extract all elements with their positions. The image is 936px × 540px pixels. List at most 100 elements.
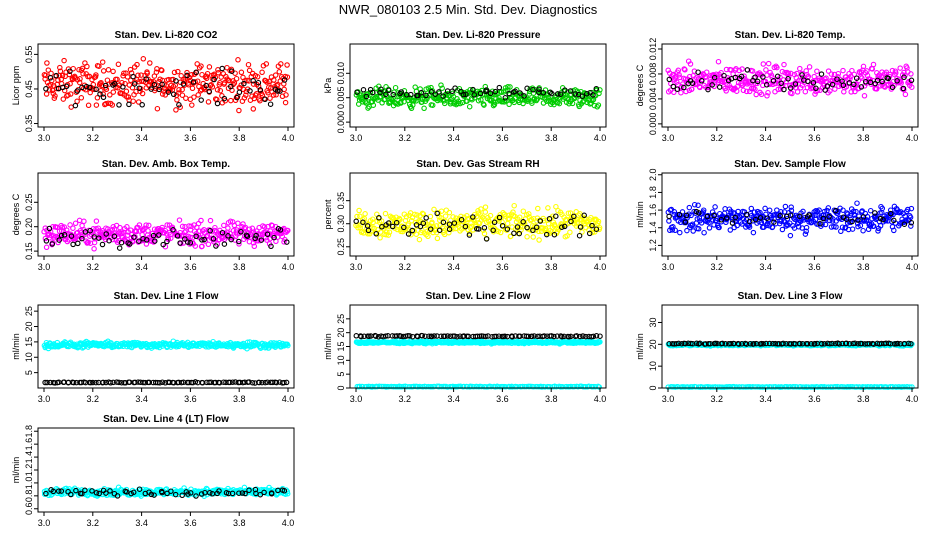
data-point [118, 239, 125, 246]
data-point [701, 229, 707, 236]
data-point [505, 84, 511, 90]
data-point [70, 225, 76, 231]
data-point [509, 334, 515, 340]
data-point [487, 212, 494, 219]
data-point [779, 226, 786, 233]
data-point [82, 231, 89, 237]
data-point [417, 223, 424, 230]
data-point [136, 486, 143, 492]
data-point [229, 490, 236, 497]
data-point [367, 89, 374, 96]
data-point [68, 233, 75, 239]
data-point [43, 86, 49, 92]
data-point [796, 224, 802, 230]
data-point [252, 486, 259, 493]
y-tick-label: 0.55 [24, 46, 34, 64]
data-point [167, 231, 174, 238]
data-point [852, 88, 858, 95]
data-point [787, 82, 793, 89]
data-point [509, 384, 515, 390]
data-point [427, 87, 433, 94]
data-point [373, 333, 379, 339]
y-axis-label: ml/min [323, 333, 333, 360]
data-point [139, 90, 146, 97]
x-tick-label: 3.0 [38, 394, 51, 404]
data-point [150, 232, 157, 239]
data-point [719, 340, 726, 347]
data-point [217, 379, 223, 386]
data-point [525, 333, 532, 340]
data-point [236, 107, 242, 114]
data-point [252, 235, 258, 242]
data-point [438, 215, 444, 221]
data-point [894, 340, 901, 347]
data-point [198, 63, 204, 69]
x-tick-label: 3.6 [808, 133, 821, 143]
data-point [908, 223, 914, 229]
data-point [72, 102, 79, 109]
data-point [779, 384, 785, 390]
data-point [57, 68, 64, 74]
data-point [428, 333, 435, 340]
data-point [780, 340, 786, 347]
data-point [860, 63, 867, 70]
data-point [238, 82, 244, 88]
plot-frame [349, 172, 607, 257]
data-point [764, 215, 770, 221]
data-point [179, 492, 185, 499]
data-point [205, 99, 212, 105]
data-point [241, 95, 248, 101]
data-point [211, 76, 217, 83]
data-point [236, 89, 243, 96]
data-point [147, 60, 153, 66]
data-point [269, 222, 276, 229]
panel-5: Stan. Dev. Gas Stream RH3.0 3.2 3.4 3.6 3.8 4… [323, 159, 607, 272]
data-point [840, 207, 846, 213]
points [353, 332, 603, 390]
data-point [863, 217, 870, 223]
data-point [810, 212, 816, 218]
data-point [597, 339, 603, 345]
data-point [706, 219, 712, 226]
data-point [259, 69, 265, 76]
data-point [464, 384, 470, 390]
data-point [853, 75, 860, 81]
data-point [590, 92, 596, 98]
data-point [810, 85, 817, 91]
data-point [452, 85, 458, 91]
data-point [496, 95, 502, 101]
data-point [784, 216, 791, 222]
data-point [833, 224, 839, 230]
data-point [519, 220, 525, 226]
data-point [276, 69, 283, 75]
data-point [241, 225, 248, 232]
data-point [99, 59, 106, 65]
data-point [749, 68, 756, 74]
plot-frame [37, 304, 295, 389]
y-tick-label: 0.45 [24, 80, 34, 98]
x-tick-label: 3.0 [662, 394, 675, 404]
data-point [93, 379, 99, 386]
data-point [492, 88, 499, 95]
data-point [159, 379, 166, 385]
data-point [750, 229, 757, 236]
data-point [568, 383, 574, 390]
data-point [271, 77, 277, 83]
data-point [805, 384, 811, 390]
panel-title: Stan. Dev. Li-820 CO2 [115, 30, 218, 41]
data-point [107, 92, 113, 98]
data-point [268, 491, 275, 497]
data-point [891, 217, 897, 224]
y-tick-label: 0.8 [24, 490, 34, 503]
y-axis-label: Licor ppm [11, 66, 21, 106]
data-point [365, 227, 372, 234]
data-point [901, 221, 908, 227]
data-point [159, 489, 165, 496]
data-point [744, 211, 750, 218]
data-point [530, 384, 537, 390]
data-point [575, 383, 581, 390]
data-point [902, 91, 909, 98]
data-point [579, 229, 585, 235]
data-point [190, 79, 197, 85]
data-point [751, 340, 757, 347]
